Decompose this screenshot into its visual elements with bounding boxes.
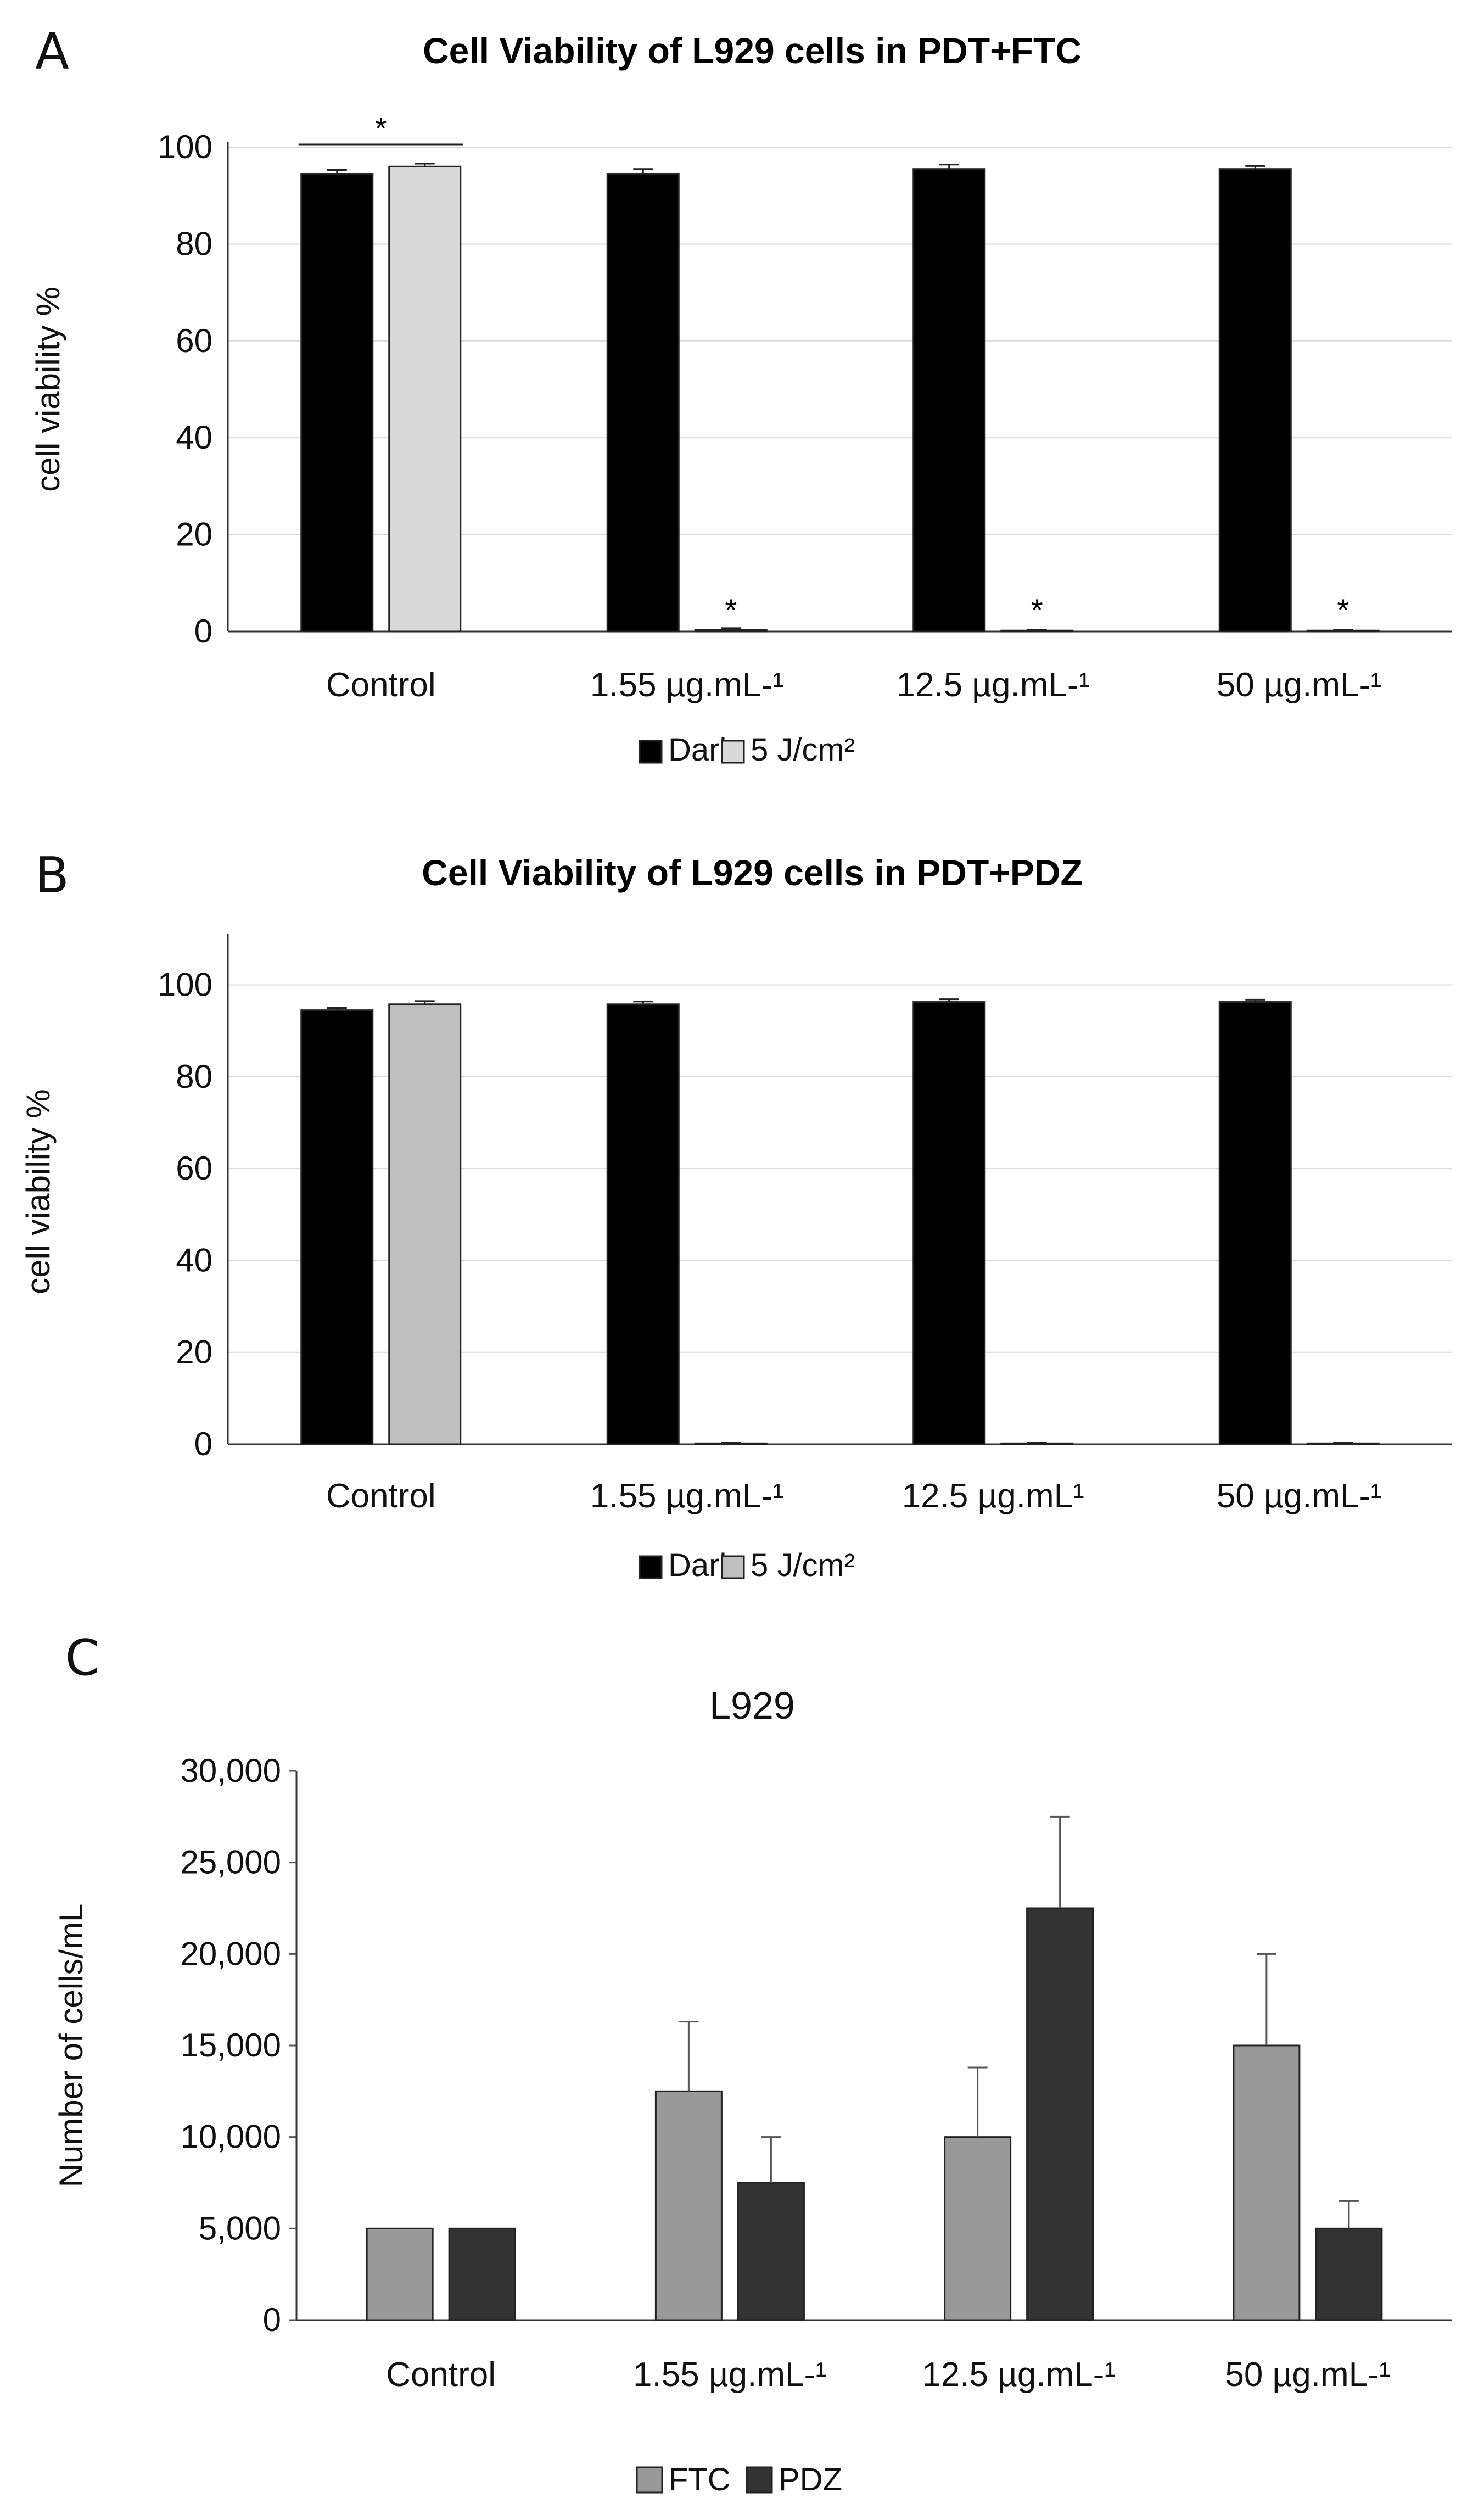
bar-dark <box>1218 1001 1292 1445</box>
bar-dark <box>912 1001 986 1445</box>
y-tick-label: 30,000 <box>180 1752 281 1789</box>
chart-title: Cell Viability of L929 cells in PDT+FTC <box>423 30 1082 71</box>
y-tick-label: 60 <box>176 1150 212 1187</box>
chart-title: Cell Viability of L929 cells in PDT+PDZ <box>422 852 1083 893</box>
legend-swatch-5jcm <box>721 740 745 764</box>
chart-title: L929 <box>709 1684 795 1727</box>
bar-pdz <box>448 2227 516 2321</box>
legend-swatch-dark <box>639 740 663 764</box>
significance-marker: * <box>725 593 737 627</box>
x-category-label: Control <box>326 666 436 704</box>
bar-5jcm <box>388 165 462 633</box>
y-tick-label: 5,000 <box>199 2210 281 2246</box>
y-tick-label: 10,000 <box>180 2119 281 2155</box>
bar-pdz <box>1026 1907 1094 2321</box>
y-tick-label: 100 <box>158 128 212 165</box>
significance-marker: * <box>1337 593 1349 627</box>
y-tick-label: 80 <box>176 1058 212 1095</box>
bar-ftc <box>654 2090 723 2321</box>
y-tick-label: 0 <box>194 613 212 650</box>
bar-dark <box>912 168 986 633</box>
x-category-label: 1.55 µg.mL-¹ <box>590 666 784 704</box>
bar-5jcm <box>388 1003 462 1445</box>
legend-swatch-dark <box>639 1555 663 1579</box>
bar-pdz <box>1315 2227 1383 2321</box>
bar-dark <box>300 1009 374 1445</box>
bar-ftc <box>366 2227 434 2321</box>
y-tick-label: 40 <box>176 419 212 456</box>
legend-label: 5 J/cm² <box>751 1547 855 1583</box>
x-category-label: 1.55 µg.mL-¹ <box>590 1477 784 1515</box>
significance-marker: * <box>375 111 387 146</box>
panel-label: B <box>35 847 69 904</box>
y-tick-label: 25,000 <box>180 1844 281 1881</box>
y-axis-label: Number of cells/mL <box>53 1904 89 2188</box>
y-tick-label: 40 <box>176 1242 212 1278</box>
bar-dark <box>606 173 680 633</box>
y-tick-label: 15,000 <box>180 2027 281 2064</box>
chart-panel-A: A Cell Viability of L929 cells in PDT+FTC… <box>30 23 1452 768</box>
legend-label: 5 J/cm² <box>751 732 855 768</box>
bar-ftc <box>944 2136 1012 2321</box>
y-axis-label: cell viability % <box>30 287 66 491</box>
x-category-label: Control <box>386 2356 496 2394</box>
x-category-label: Control <box>326 1477 436 1515</box>
x-category-label: 50 µg.mL-¹ <box>1217 1477 1382 1515</box>
x-category-label: 50 µg.mL-¹ <box>1225 2356 1390 2394</box>
y-tick-label: 80 <box>176 225 212 262</box>
panel-label: A <box>35 23 69 81</box>
legend-swatch-ftc <box>636 2466 663 2494</box>
legend-label: PDZ <box>779 2462 842 2497</box>
bar-pdz <box>737 2182 805 2321</box>
y-tick-label: 100 <box>158 966 212 1003</box>
legend-swatch-pdz <box>746 2466 773 2494</box>
y-tick-label: 20 <box>176 1334 212 1371</box>
x-category-label: 12.5 µg.mL-¹ <box>896 666 1090 704</box>
significance-marker: * <box>1031 593 1043 627</box>
legend-label: FTC <box>669 2462 731 2497</box>
legend-swatch-5jcm <box>721 1555 745 1579</box>
y-axis-label: cell viability % <box>20 1089 57 1294</box>
x-category-label: 50 µg.mL-¹ <box>1217 666 1382 704</box>
y-tick-label: 20 <box>176 516 212 553</box>
y-tick-label: 20,000 <box>180 1935 281 1972</box>
y-tick-label: 0 <box>194 1426 212 1462</box>
chart-panel-C: C L929 0 5,000 10,000 15,000 20,000 25,000 30,00… <box>53 1629 1452 2497</box>
x-category-label: 12.5 µg.mL-¹ <box>922 2356 1116 2394</box>
chart-panel-B: B Cell Viability of L929 cells in PDT+PDZ… <box>20 847 1452 1583</box>
y-tick-label: 60 <box>176 322 212 359</box>
y-tick-label: 0 <box>263 2301 281 2338</box>
bar-dark <box>606 1003 680 1445</box>
bar-dark <box>300 173 374 633</box>
x-category-label: 12.5 µg.mL¹ <box>902 1477 1084 1515</box>
bar-dark <box>1218 168 1292 633</box>
bar-5jcm <box>694 629 768 633</box>
x-category-label: 1.55 µg.mL-¹ <box>633 2356 827 2394</box>
panel-label: C <box>65 1629 100 1687</box>
bar-ftc <box>1233 2044 1301 2321</box>
